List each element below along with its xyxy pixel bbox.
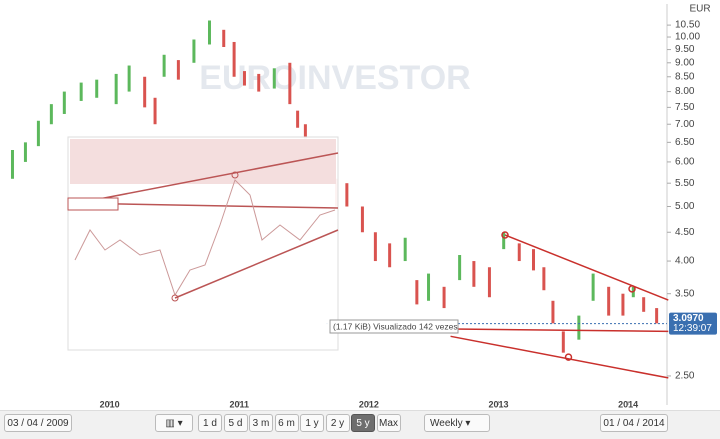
- interval: Weekly: [430, 418, 463, 429]
- y-tick-label: 9.00: [675, 57, 695, 68]
- range-button[interactable]: 5 d: [223, 414, 248, 432]
- chart: EUR EUROINVESTOR 2.50 3.50 4.00 4.50 5.00 5.5…: [10, 4, 717, 409]
- y-tick-label: 7.50: [675, 102, 695, 113]
- inset-line: [67, 152, 339, 206]
- y-tick-label: 4.50: [675, 227, 695, 238]
- range-button[interactable]: 1 y: [300, 414, 324, 432]
- y-tick-label: 10.00: [675, 32, 700, 43]
- trendline: [450, 335, 669, 379]
- pasted-image: [67, 136, 339, 351]
- range-button[interactable]: Max: [376, 414, 401, 432]
- end-date[interactable]: 01 / 04 / 2014: [600, 414, 668, 432]
- range-button[interactable]: 1 d: [198, 414, 222, 432]
- y-tick-label: 2.50: [675, 371, 695, 382]
- y-tick-label: 10.50: [675, 20, 700, 31]
- last-price-box: [669, 312, 717, 335]
- inset-price: [74, 179, 336, 297]
- y-tick-label: 4.00: [675, 256, 695, 267]
- x-tick-label: 2011: [230, 399, 250, 409]
- inset-marker: [231, 171, 239, 179]
- range-button[interactable]: 2 y: [325, 414, 350, 432]
- x-tick-label: 2012: [359, 399, 379, 409]
- y-tick-label: 8.50: [675, 71, 695, 82]
- range-button[interactable]: 3 m: [249, 414, 273, 432]
- trend-marker: [501, 231, 509, 239]
- y-tick-label: 3.50: [675, 288, 695, 299]
- trendline: [453, 328, 669, 333]
- trend-marker: [628, 285, 636, 293]
- watermark: EUROINVESTOR: [199, 59, 470, 97]
- caption-box: [329, 319, 459, 334]
- start-date[interactable]: 03 / 04 / 2009: [4, 414, 72, 432]
- last-price: 3.0970: [673, 313, 704, 324]
- y-tick-label: 8.00: [675, 86, 695, 97]
- y-tick-label: 5.00: [675, 201, 695, 212]
- interval-select[interactable]: Weekly ▾: [424, 414, 490, 432]
- x-tick-label: 2014: [618, 399, 638, 409]
- y-tick-label: 6.00: [675, 157, 695, 168]
- range-button[interactable]: 6 m: [274, 414, 299, 432]
- y-tick-label: 7.00: [675, 119, 695, 130]
- last-time: 12:39:07: [673, 323, 712, 334]
- y-tick-label: 5.50: [675, 178, 695, 189]
- trend-marker: [564, 353, 573, 361]
- inset-marker: [171, 294, 179, 302]
- y-tick-label: 9.50: [675, 44, 695, 55]
- y-tick-label: 6.50: [675, 137, 695, 148]
- overlay-caption: (1.17 KiB) Visualizado 142 vezes: [333, 321, 458, 331]
- inset-label: [67, 197, 119, 211]
- chart-type-select[interactable]: ▥ ▾: [155, 414, 193, 432]
- x-tick-label: 2013: [488, 399, 508, 409]
- range-button[interactable]: 5 y: [351, 414, 375, 432]
- inset-line: [174, 229, 339, 299]
- x-tick-label: 2010: [100, 399, 120, 409]
- trendline: [504, 234, 669, 301]
- currency: EUR: [689, 4, 710, 15]
